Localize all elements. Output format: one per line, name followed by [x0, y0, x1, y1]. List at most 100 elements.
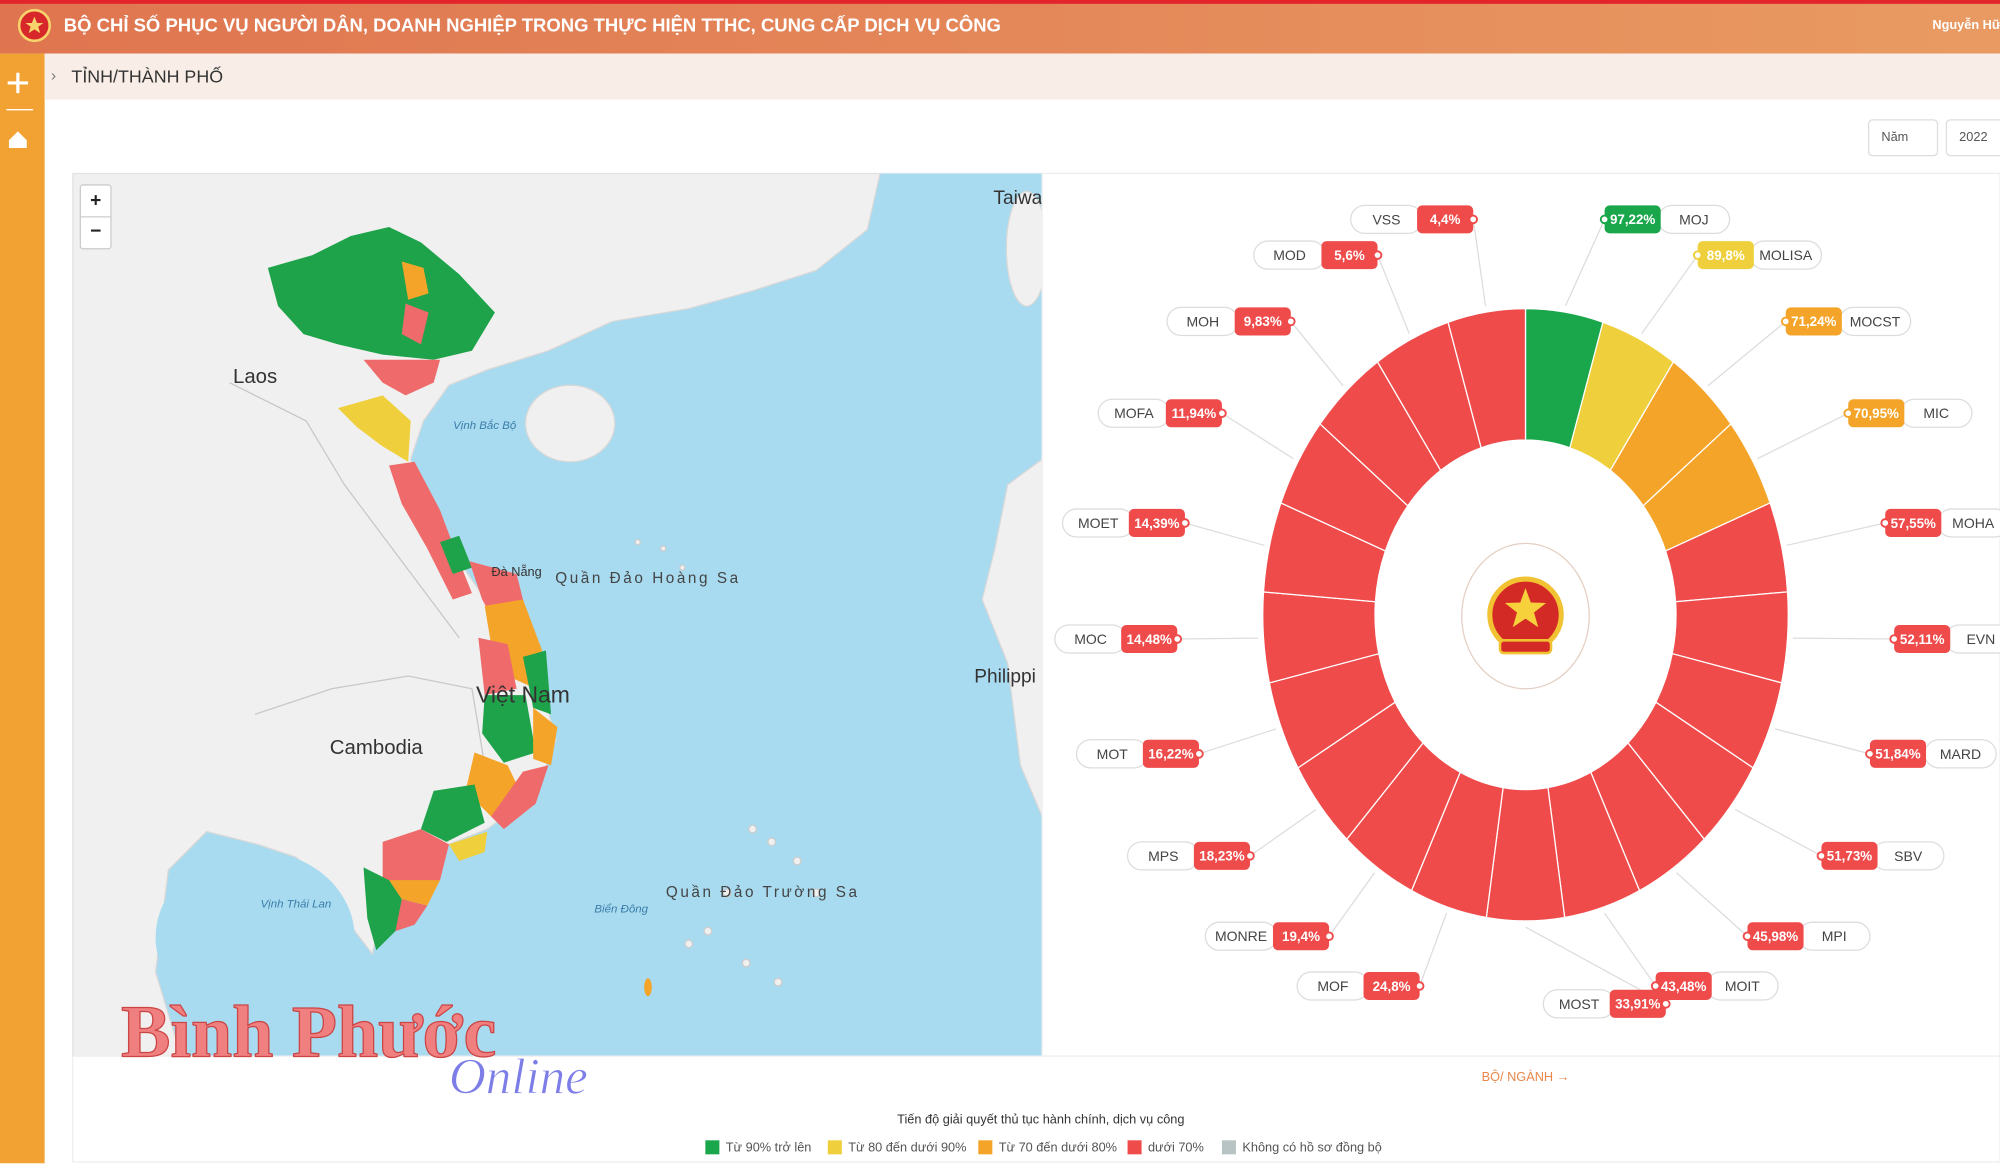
- ministry-value: 33,91%: [1615, 997, 1660, 1012]
- ministry-value-box: [1697, 241, 1754, 270]
- leader-line: [1290, 321, 1344, 387]
- ministry-name: MOHA: [1952, 515, 1995, 531]
- ministry-value-box: [1193, 841, 1250, 870]
- ministry-name: MOT: [1097, 746, 1129, 762]
- leader-dot: [1889, 634, 1899, 644]
- map-label: Quần Đảo Hoàng Sa: [555, 570, 740, 587]
- ministry-name: MOH: [1186, 313, 1219, 329]
- leader-dot: [1692, 250, 1703, 260]
- leader-dot: [1780, 316, 1791, 327]
- leader-line: [1792, 637, 1895, 640]
- leader-dot: [1194, 749, 1204, 759]
- leader-line: [1786, 522, 1886, 546]
- ministry-value-box: [1747, 922, 1804, 951]
- header-title: BỘ CHỈ SỐ PHỤC VỤ NGƯỜI DÂN, DOANH NGHIỆ…: [64, 15, 1001, 36]
- ministry-name: MARD: [1940, 746, 1981, 762]
- ministry-value-box: [1363, 971, 1420, 1000]
- vn-southeast: [491, 765, 549, 830]
- ministry-value-box: [1272, 922, 1330, 951]
- ministry-value-box: [1417, 205, 1474, 234]
- legend-swatch: [1127, 1140, 1142, 1155]
- ministry-name: VSS: [1372, 211, 1400, 227]
- map-label: Vịnh Thái Lan: [261, 898, 332, 910]
- leader-line: [1221, 412, 1294, 460]
- legend-label: Từ 90% trở lên: [726, 1139, 812, 1154]
- leader-dot: [1661, 999, 1671, 1009]
- ministry-name: MOFA: [1114, 405, 1154, 421]
- leader-line: [1177, 637, 1259, 640]
- legend-label: dưới 70%: [1148, 1139, 1204, 1154]
- emblem-base: [1498, 639, 1553, 655]
- ministry-value-box: [1121, 624, 1178, 654]
- breadcrumb-arrow: ›: [51, 68, 56, 85]
- paracel-islands: [634, 538, 686, 571]
- header-bar: [0, 0, 2000, 54]
- ministry-value-box: [1142, 739, 1199, 768]
- user-name[interactable]: Nguyễn Hữ: [1932, 17, 2000, 32]
- leader-line: [1472, 219, 1487, 307]
- ministry-value-box: [1821, 841, 1878, 870]
- leader-dot: [1172, 634, 1183, 644]
- leader-line: [1641, 254, 1699, 334]
- ring-link[interactable]: BỘ/ NGÀNH →: [1482, 1069, 1570, 1084]
- ministry-name: EVN: [1966, 631, 1995, 647]
- ministry-value: 5,6%: [1334, 248, 1365, 263]
- leader-dot: [1286, 316, 1296, 327]
- ministry-value: 9,83%: [1244, 314, 1282, 329]
- vn-highland: [482, 695, 536, 763]
- sidebar: [0, 53, 45, 1164]
- map[interactable]: [72, 173, 1047, 1057]
- ministry-value: 71,24%: [1791, 314, 1836, 329]
- leader-line: [1707, 320, 1787, 387]
- leader-dot: [1880, 518, 1890, 528]
- ministry-name: MPS: [1148, 848, 1178, 864]
- border-laos: [229, 382, 460, 639]
- ministry-value-box: [1604, 205, 1661, 234]
- vn-mekong-2: [389, 880, 441, 906]
- header-top-line: [0, 0, 2000, 4]
- ministry-value: 43,48%: [1661, 979, 1706, 994]
- ministry-name: SBV: [1894, 848, 1923, 864]
- leader-dot: [1468, 214, 1478, 225]
- ministry-name: MOJ: [1679, 211, 1709, 227]
- ministry-name: MOCST: [1850, 313, 1901, 329]
- legend-swatch: [1221, 1140, 1236, 1155]
- ministry-value: 18,23%: [1199, 849, 1244, 864]
- ministry-name: MOLISA: [1759, 247, 1813, 263]
- sidebar-icon-move[interactable]: [7, 72, 29, 94]
- ministry-value: 57,55%: [1891, 516, 1936, 531]
- leader-dot: [1865, 749, 1875, 759]
- leader-dot: [1599, 214, 1610, 225]
- leader-line: [1603, 912, 1657, 987]
- zoom-in[interactable]: +: [90, 191, 101, 212]
- leader-line: [1774, 728, 1871, 755]
- ministry-name: MOD: [1273, 247, 1306, 263]
- ministry-name: MPI: [1822, 928, 1847, 944]
- watermark-sub: Online: [449, 1049, 588, 1105]
- leader-dot: [1372, 250, 1383, 260]
- map-label: Quần Đảo Trường Sa: [666, 884, 860, 901]
- leader-line: [1734, 808, 1822, 857]
- ministry-value-box: [1885, 508, 1942, 537]
- leader-dot: [1414, 981, 1425, 991]
- leader-lines: [1177, 219, 1895, 1005]
- ministry-value-box: [1785, 307, 1842, 336]
- ministry-name: MOET: [1078, 515, 1119, 531]
- ministry-value-box: [1128, 508, 1185, 537]
- vn-hcm: [382, 829, 449, 893]
- leader-dot: [1180, 518, 1190, 528]
- hainan: [524, 384, 616, 463]
- legend-title: Tiến độ giải quyết thủ tục hành chính, d…: [897, 1111, 1184, 1126]
- gulf-thailand: [155, 850, 355, 1025]
- vn-mekong-3: [395, 899, 428, 932]
- ministry-value: 16,22%: [1148, 747, 1193, 762]
- ministry-value: 89,8%: [1707, 248, 1745, 263]
- zoom-out[interactable]: −: [90, 221, 101, 242]
- vn-quang-tri: [440, 535, 472, 574]
- leader-line: [1198, 728, 1277, 755]
- sidebar-icon-home[interactable]: [8, 131, 27, 148]
- ministry-value-box: [1655, 971, 1712, 1000]
- year-type-select[interactable]: [1867, 119, 1939, 157]
- year-select[interactable]: [1945, 119, 2000, 157]
- vn-kon-tum: [478, 637, 517, 696]
